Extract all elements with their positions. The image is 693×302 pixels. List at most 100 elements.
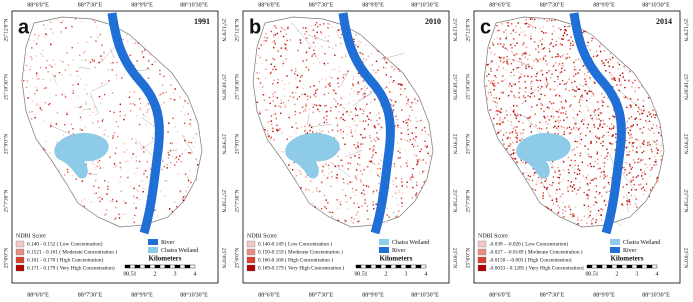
built-up-pixel bbox=[182, 106, 184, 108]
built-up-pixel bbox=[318, 81, 321, 83]
built-up-pixel bbox=[524, 34, 527, 36]
built-up-pixel bbox=[410, 179, 412, 181]
lon-label-bottom: 88°7'30"E bbox=[309, 291, 334, 298]
lon-label-bottom: 88°7'30"E bbox=[540, 291, 565, 298]
built-up-pixel bbox=[354, 130, 356, 132]
built-up-pixel bbox=[511, 85, 513, 87]
built-up-pixel bbox=[623, 65, 625, 68]
built-up-pixel bbox=[143, 151, 145, 153]
scale-segment bbox=[189, 264, 196, 269]
built-up-pixel bbox=[274, 25, 276, 27]
built-up-pixel bbox=[595, 221, 597, 224]
built-up-pixel bbox=[524, 100, 527, 102]
built-up-pixel bbox=[603, 50, 606, 52]
built-up-pixel bbox=[588, 90, 590, 92]
built-up-pixel bbox=[381, 154, 383, 156]
built-up-pixel bbox=[169, 166, 171, 169]
built-up-pixel bbox=[655, 182, 658, 184]
built-up-pixel bbox=[578, 128, 580, 130]
built-up-pixel bbox=[378, 123, 380, 125]
built-up-pixel bbox=[494, 85, 496, 87]
built-up-pixel bbox=[543, 32, 545, 34]
built-up-pixel bbox=[282, 62, 284, 65]
built-up-pixel bbox=[264, 77, 267, 79]
built-up-pixel bbox=[113, 132, 116, 134]
built-up-pixel bbox=[331, 176, 333, 178]
built-up-pixel bbox=[405, 104, 407, 106]
built-up-pixel bbox=[57, 18, 59, 20]
built-up-pixel bbox=[523, 52, 526, 54]
built-up-pixel bbox=[107, 185, 109, 188]
panel-year: 1991 bbox=[194, 17, 210, 26]
built-up-pixel bbox=[175, 157, 177, 160]
built-up-pixel bbox=[95, 40, 97, 42]
lat-label-left: 25°6'0"N bbox=[233, 248, 240, 268]
scale-segment bbox=[129, 264, 136, 269]
built-up-pixel bbox=[175, 148, 177, 150]
built-up-pixel bbox=[569, 44, 572, 47]
built-up-pixel bbox=[502, 121, 505, 123]
built-up-pixel bbox=[187, 102, 189, 104]
built-up-pixel bbox=[185, 195, 187, 197]
built-up-pixel bbox=[184, 99, 186, 102]
built-up-pixel bbox=[600, 171, 603, 173]
built-up-pixel bbox=[300, 126, 302, 128]
wetland bbox=[54, 132, 109, 179]
built-up-pixel bbox=[613, 125, 615, 127]
built-up-pixel bbox=[604, 175, 607, 178]
built-up-pixel bbox=[394, 101, 397, 103]
lat-label-left: 25°7'30"N bbox=[464, 189, 471, 212]
built-up-pixel bbox=[589, 182, 591, 184]
built-up-pixel bbox=[649, 188, 652, 190]
built-up-pixel bbox=[277, 50, 279, 52]
built-up-pixel bbox=[83, 51, 85, 54]
scale-tick: 1 bbox=[134, 271, 137, 277]
built-up-pixel bbox=[364, 120, 367, 122]
scale-tick: 0 bbox=[124, 271, 127, 277]
built-up-pixel bbox=[563, 216, 565, 218]
built-up-pixel bbox=[333, 89, 335, 92]
built-up-pixel bbox=[364, 136, 366, 139]
built-up-pixel bbox=[347, 70, 349, 73]
built-up-pixel bbox=[325, 163, 327, 165]
built-up-pixel bbox=[268, 96, 271, 99]
built-up-pixel bbox=[124, 213, 127, 215]
built-up-pixel bbox=[358, 43, 360, 46]
built-up-pixel bbox=[98, 95, 101, 98]
built-up-pixel bbox=[348, 114, 350, 117]
built-up-pixel bbox=[119, 110, 121, 113]
built-up-pixel bbox=[603, 64, 606, 67]
ward-boundary bbox=[516, 113, 529, 119]
built-up-pixel bbox=[356, 149, 358, 152]
scale-segment bbox=[385, 264, 392, 269]
built-up-pixel bbox=[572, 214, 574, 216]
built-up-pixel bbox=[76, 70, 78, 73]
built-up-pixel bbox=[169, 208, 171, 210]
scale-tick: 1 bbox=[596, 271, 599, 277]
built-up-pixel bbox=[596, 55, 598, 57]
built-up-pixel bbox=[582, 123, 585, 125]
built-up-pixel bbox=[315, 36, 318, 39]
built-up-pixel bbox=[314, 92, 317, 94]
built-up-pixel bbox=[508, 85, 510, 87]
built-up-pixel bbox=[658, 132, 660, 134]
built-up-pixel bbox=[363, 95, 366, 98]
built-up-pixel bbox=[548, 70, 550, 72]
built-up-pixel bbox=[618, 63, 621, 66]
built-up-pixel bbox=[392, 109, 395, 111]
built-up-pixel bbox=[320, 208, 323, 210]
built-up-pixel bbox=[420, 148, 423, 150]
built-up-pixel bbox=[365, 88, 367, 90]
built-up-pixel bbox=[552, 25, 554, 27]
built-up-pixel bbox=[143, 49, 146, 51]
built-up-pixel bbox=[277, 78, 279, 81]
built-up-pixel bbox=[512, 29, 514, 32]
built-up-pixel bbox=[574, 140, 576, 143]
built-up-pixel bbox=[587, 91, 589, 94]
built-up-pixel bbox=[338, 86, 340, 88]
built-up-pixel bbox=[514, 114, 516, 116]
lat-label-right: 25°6'0"N bbox=[452, 248, 459, 268]
built-up-pixel bbox=[570, 104, 572, 106]
built-up-pixel bbox=[112, 137, 114, 139]
built-up-pixel bbox=[648, 111, 650, 113]
